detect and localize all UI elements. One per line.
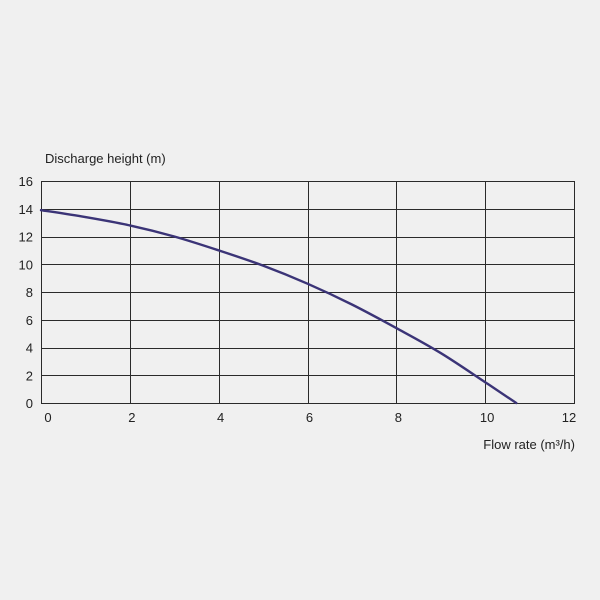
y-tick-label: 16 xyxy=(19,174,33,189)
y-tick-label: 12 xyxy=(19,230,33,245)
y-tick-label: 2 xyxy=(26,368,33,383)
x-tick-label: 8 xyxy=(395,410,402,425)
x-tick-label: 12 xyxy=(562,410,576,425)
x-tick-label: 10 xyxy=(480,410,494,425)
x-tick-labels: 0 2 4 6 8 10 12 xyxy=(44,410,576,425)
y-tick-label: 6 xyxy=(26,313,33,328)
y-tick-labels: 0 2 4 6 8 10 12 14 16 xyxy=(19,174,33,411)
y-tick-label: 0 xyxy=(26,396,33,411)
y-tick-label: 14 xyxy=(19,202,33,217)
x-tick-label: 6 xyxy=(306,410,313,425)
grid-lines xyxy=(41,181,574,403)
x-axis-title: Flow rate (m³/h) xyxy=(483,437,575,452)
plot-frame xyxy=(40,180,576,405)
y-axis-title: Discharge height (m) xyxy=(45,151,166,166)
x-tick-label: 4 xyxy=(217,410,224,425)
x-tick-label: 0 xyxy=(44,410,51,425)
y-tick-label: 10 xyxy=(19,257,33,272)
y-tick-label: 4 xyxy=(26,341,33,356)
y-tick-label: 8 xyxy=(26,285,33,300)
x-tick-label: 2 xyxy=(128,410,135,425)
series-line xyxy=(39,208,518,405)
